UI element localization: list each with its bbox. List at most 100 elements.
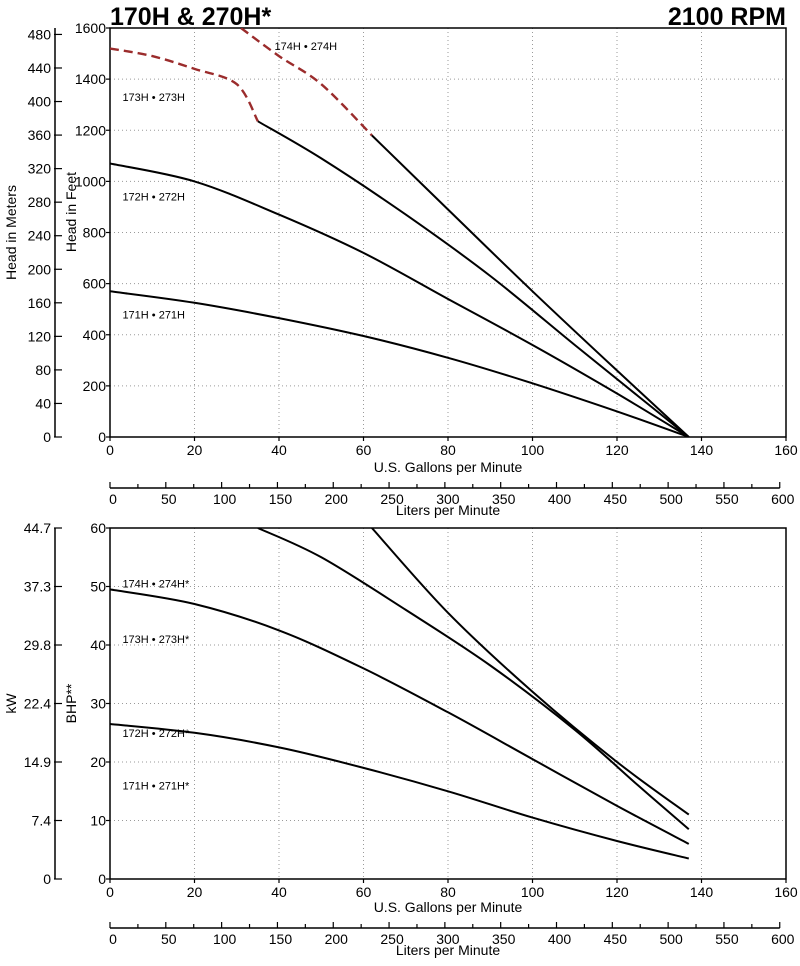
chart-title: 170H & 270H* [110,3,271,31]
head-series-label-1: 172H • 272H [122,192,185,204]
power-x-tick-label: 40 [271,884,287,900]
head-x-axis-title: U.S. Gallons per Minute [374,459,523,475]
head-y2-tick-label: 280 [28,194,52,210]
head-x2-tick-label: 0 [109,491,117,507]
head-x2-tick-label: 200 [325,491,349,507]
head-y-tick-label: 1400 [75,71,106,87]
head-series-label-0: 171H • 271H [122,309,185,321]
power-y-tick-label: 10 [90,813,106,829]
head-series-label-2: 173H • 273H [122,92,185,104]
head-x-tick-label: 20 [187,442,203,458]
power-y2-tick-label: 0 [43,871,51,887]
power-x-tick-label: 140 [690,884,714,900]
head-y-tick-label: 1600 [75,20,106,36]
power-y2-tick-label: 22.4 [24,696,51,712]
head-x-tick-label: 40 [271,442,287,458]
power-series-label-2: 173H • 273H* [122,634,190,646]
power-y2-axis-title: kW [3,693,19,714]
power-y2-tick-label: 14.9 [24,754,51,770]
power-x-tick-label: 120 [605,884,629,900]
power-series-0-line [110,723,690,860]
power-x2-tick-label: 600 [771,931,795,947]
power-series-1-line [110,588,690,845]
power-x2-tick-label: 100 [213,931,237,947]
head-x-tick-label: 160 [774,442,798,458]
head-x2-tick-label: 450 [604,491,628,507]
power-series-3-line [371,528,690,816]
power-x-tick-label: 160 [774,884,798,900]
head-x2-tick-label: 250 [380,491,404,507]
head-x-tick-label: 140 [690,442,714,458]
head-x-tick-label: 100 [521,442,545,458]
head-x2-axis-title: Liters per Minute [396,502,500,518]
power-x-tick-label: 20 [187,884,203,900]
power-x-tick-label: 60 [356,884,372,900]
head-y2-tick-label: 320 [28,161,52,177]
power-series-2-line [257,528,690,831]
power-x-tick-label: 0 [106,884,114,900]
power-y-axis-title: BHP** [63,683,79,723]
head-x-tick-label: 80 [440,442,456,458]
head-y2-tick-label: 480 [28,26,52,42]
head-series-2-extrapolated-line [110,47,259,122]
power-y-tick-label: 40 [90,637,106,653]
head-y2-tick-label: 0 [43,429,51,445]
head-y2-tick-label: 40 [35,395,51,411]
power-x2-tick-label: 500 [659,931,683,947]
head-y-tick-label: 400 [83,327,107,343]
head-y-tick-label: 1200 [75,122,106,138]
head-y2-tick-label: 120 [28,328,52,344]
head-y-axis-title: Head in Feet [63,172,79,252]
chart-rpm: 2100 RPM [668,3,786,31]
power-series-label-1: 172H • 272H* [122,728,190,740]
head-y2-tick-label: 360 [28,127,52,143]
head-x2-tick-label: 400 [548,491,572,507]
head-x2-tick-label: 50 [161,491,177,507]
power-x2-tick-label: 550 [715,931,739,947]
power-y2-tick-label: 29.8 [24,637,51,653]
power-y-tick-label: 30 [90,696,106,712]
head-x-tick-label: 60 [356,442,372,458]
power-x2-tick-label: 250 [380,931,404,947]
head-y2-tick-label: 440 [28,60,52,76]
head-series-2-line [257,120,690,437]
power-x2-tick-label: 150 [269,931,293,947]
head-x2-tick-label: 300 [436,491,460,507]
power-x-axis-title: U.S. Gallons per Minute [374,899,523,915]
head-series-3-extrapolated-line [240,28,373,137]
power-x2-tick-label: 200 [325,931,349,947]
head-x2-tick-label: 550 [715,491,739,507]
power-y2-tick-label: 44.7 [24,520,51,536]
head-x2-tick-label: 500 [659,491,683,507]
head-x2-tick-label: 150 [269,491,293,507]
power-x2-tick-label: 300 [436,931,460,947]
power-series-label-0: 171H • 271H* [122,780,190,792]
head-series-1-line [110,162,690,437]
power-y-tick-label: 50 [90,579,106,595]
head-y-tick-label: 1000 [75,173,106,189]
head-x-tick-label: 0 [106,442,114,458]
head-y-tick-label: 200 [83,378,107,394]
head-y2-tick-label: 160 [28,295,52,311]
power-x2-tick-label: 0 [109,931,117,947]
head-x2-tick-label: 350 [492,491,516,507]
power-y-tick-label: 20 [90,754,106,770]
power-x2-tick-label: 350 [492,931,516,947]
power-y2-tick-label: 37.3 [24,579,51,595]
head-y2-tick-label: 240 [28,228,52,244]
power-x-tick-label: 80 [440,884,456,900]
head-x2-tick-label: 600 [771,491,795,507]
power-x2-tick-label: 50 [161,931,177,947]
power-y2-tick-label: 7.4 [32,813,52,829]
head-x-tick-label: 120 [605,442,629,458]
power-y-tick-label: 60 [90,520,106,536]
head-y2-tick-label: 80 [35,362,51,378]
head-y2-tick-label: 200 [28,261,52,277]
head-panel: 0 20 40 60 80 100 120 140 1600200400600800100012… [3,20,798,518]
head-y-tick-label: 800 [83,225,107,241]
power-panel: 0 20 40 60 80 100 120 140 160010203040506007.414… [3,520,798,958]
head-x2-tick-label: 100 [213,491,237,507]
power-x2-tick-label: 450 [604,931,628,947]
